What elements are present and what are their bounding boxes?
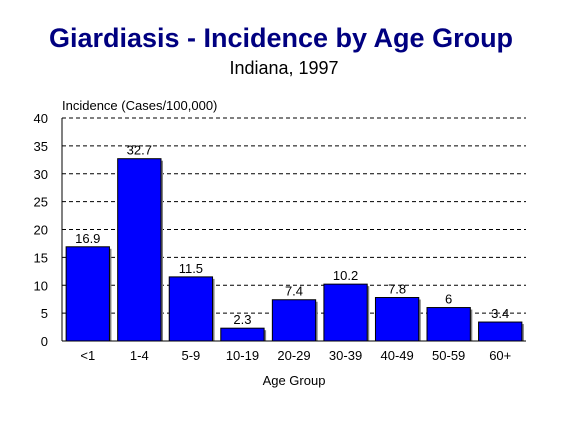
bar bbox=[65, 246, 110, 342]
x-tick-label: <1 bbox=[80, 348, 95, 363]
data-labels: 16.9 32.7 11.5 2.3 7.4 10.2 7.8 6 3.4 bbox=[75, 143, 509, 327]
bar bbox=[271, 299, 317, 342]
y-axis-label: Incidence (Cases/100,000) bbox=[62, 98, 217, 113]
y-tick-label: 0 bbox=[41, 334, 48, 349]
bar bbox=[374, 297, 420, 342]
data-label: 6 bbox=[445, 292, 452, 307]
y-tick-label: 35 bbox=[34, 139, 48, 154]
x-axis-label: Age Group bbox=[263, 373, 326, 388]
x-tick-labels: <1 1-4 5-9 10-19 20-29 30-39 40-49 50-59 60+ bbox=[80, 348, 511, 363]
axes bbox=[61, 118, 526, 342]
data-label: 2.3 bbox=[233, 312, 251, 327]
y-tick-label: 5 bbox=[41, 306, 48, 321]
y-tick-labels: 0 5 10 15 20 25 30 35 40 bbox=[34, 111, 48, 349]
x-tick-label: 20-29 bbox=[277, 348, 310, 363]
chart-title: Giardiasis - Incidence by Age Group bbox=[49, 23, 513, 53]
x-tick-label: 1-4 bbox=[130, 348, 149, 363]
x-tick-label: 60+ bbox=[489, 348, 511, 363]
x-tick-label: 30-39 bbox=[329, 348, 362, 363]
y-tick-label: 40 bbox=[34, 111, 48, 126]
x-tick-label: 50-59 bbox=[432, 348, 465, 363]
bar bbox=[426, 307, 471, 342]
y-tick-label: 15 bbox=[34, 250, 48, 265]
x-tick-label: 10-19 bbox=[226, 348, 259, 363]
y-tick-label: 25 bbox=[34, 195, 48, 210]
bar bbox=[220, 327, 265, 342]
y-tick-label: 30 bbox=[34, 167, 48, 182]
data-label: 3.4 bbox=[491, 306, 509, 321]
data-label: 16.9 bbox=[75, 231, 100, 246]
data-label: 7.8 bbox=[388, 282, 406, 297]
data-label: 7.4 bbox=[285, 284, 303, 299]
x-tick-label: 40-49 bbox=[380, 348, 413, 363]
data-label: 32.7 bbox=[127, 143, 152, 158]
data-label: 10.2 bbox=[333, 268, 358, 283]
bar bbox=[117, 158, 162, 342]
bar bbox=[478, 321, 523, 342]
bar bbox=[168, 276, 214, 342]
x-tick-label: 5-9 bbox=[181, 348, 200, 363]
data-label: 11.5 bbox=[179, 261, 203, 276]
y-tick-label: 10 bbox=[34, 278, 48, 293]
bar bbox=[323, 283, 368, 342]
y-tick-label: 20 bbox=[34, 223, 48, 238]
bars bbox=[65, 158, 524, 342]
chart-subtitle: Indiana, 1997 bbox=[229, 58, 338, 78]
